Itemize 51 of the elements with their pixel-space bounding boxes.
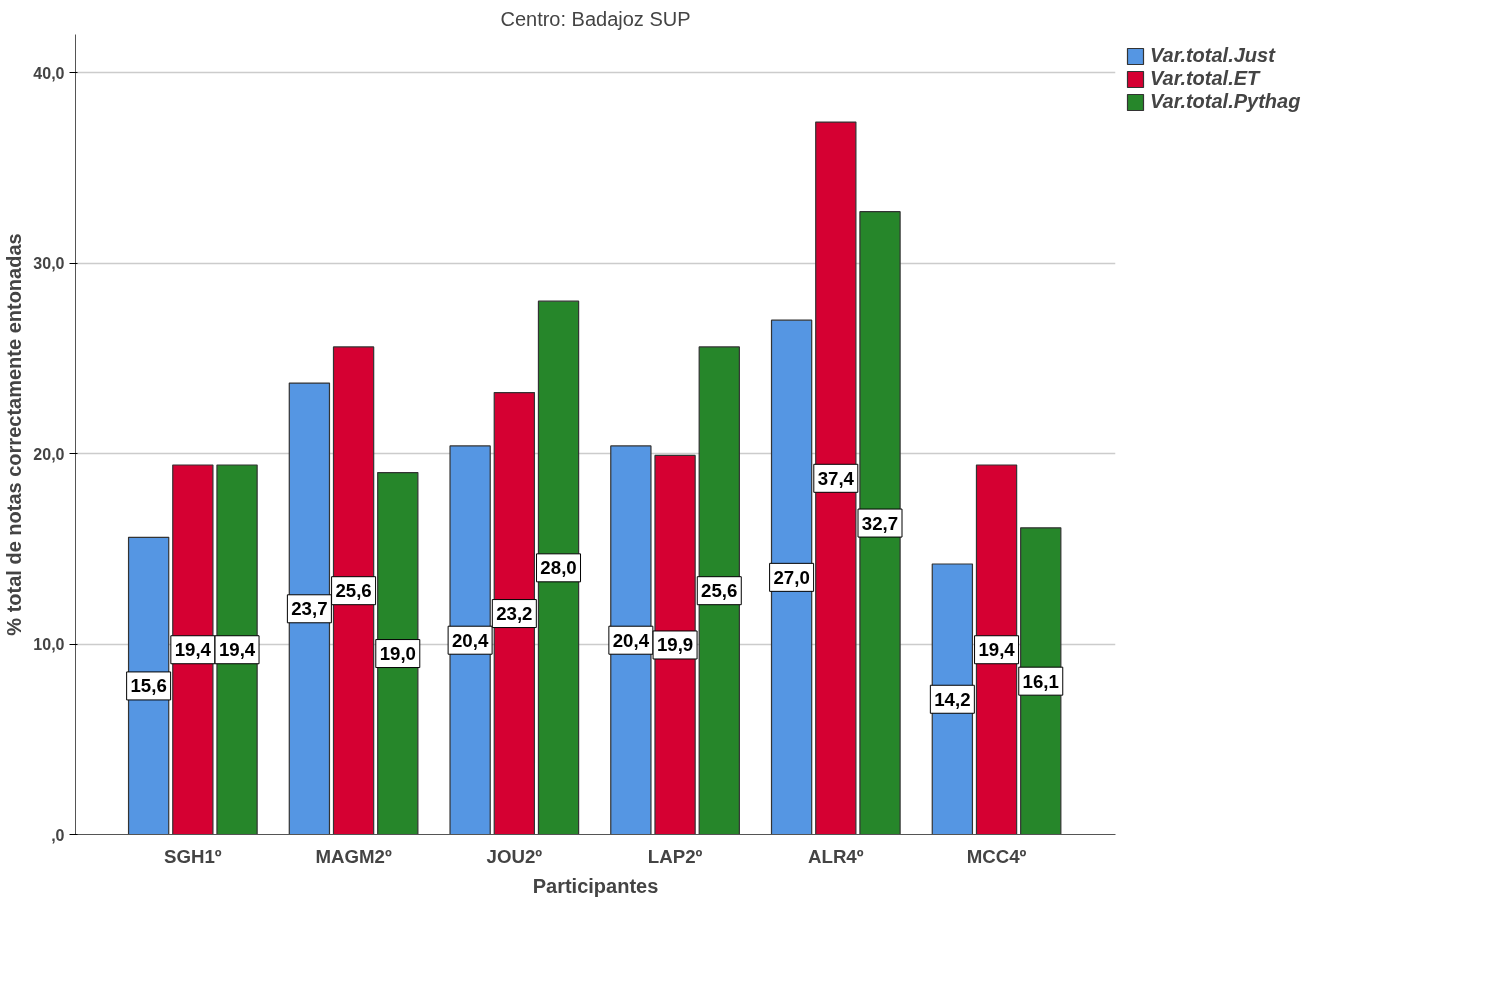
bar (216, 464, 258, 835)
y-axis-title: % total de notas correctamente entonadas (3, 233, 26, 636)
x-axis-title: Participantes (532, 874, 659, 897)
bar (698, 346, 740, 835)
bar (449, 445, 491, 835)
bar (537, 300, 580, 835)
data-label: 19,4 (978, 639, 1016, 661)
bar (288, 382, 331, 835)
y-tick-label: ,0 (51, 826, 65, 844)
data-label: 25,6 (701, 580, 738, 602)
x-tick-label: MCC4º (966, 845, 1027, 867)
data-label: 27,0 (773, 566, 810, 588)
data-label: 32,7 (861, 512, 899, 534)
data-label: 19,0 (379, 643, 416, 665)
bar (377, 472, 419, 835)
y-tick-label: 40,0 (33, 64, 65, 82)
bar (172, 464, 214, 835)
y-tick-label: 30,0 (33, 255, 65, 273)
data-label: 23,7 (291, 598, 328, 620)
bar (975, 464, 1018, 835)
bar (770, 319, 813, 835)
bar (859, 211, 901, 835)
y-tick-label: 20,0 (33, 445, 65, 463)
data-label: 20,4 (451, 629, 489, 651)
data-label: 19,4 (174, 639, 212, 661)
data-label: 23,2 (496, 603, 533, 625)
legend-label: Var.total.Pythag (1150, 90, 1301, 113)
data-label: 14,2 (934, 688, 971, 710)
bar (1020, 527, 1062, 835)
legend-label: Var.total.ET (1150, 67, 1260, 90)
bar (815, 121, 857, 835)
bar (493, 392, 536, 835)
y-tick-label: 10,0 (33, 636, 65, 654)
data-label: 19,4 (218, 639, 256, 661)
data-label: 15,6 (130, 675, 167, 697)
data-label: 19,9 (656, 634, 694, 656)
data-label: 28,0 (540, 557, 577, 579)
x-tick-label: LAP2º (647, 845, 703, 867)
bar (610, 445, 652, 835)
x-tick-label: ALR4º (808, 845, 864, 867)
x-tick-label: JOU2º (486, 845, 543, 867)
data-label: 20,4 (612, 629, 650, 651)
x-tick-label: MAGM2º (315, 845, 392, 867)
data-label: 25,6 (335, 580, 372, 602)
x-tick-label: SGH1º (164, 845, 222, 867)
data-label: 37,4 (817, 467, 855, 489)
bar (332, 346, 375, 835)
legend-label: Var.total.Just (1150, 44, 1275, 67)
data-label: 16,1 (1022, 670, 1059, 692)
bar (654, 454, 696, 835)
chart-title: Centro: Badajoz SUP (500, 7, 691, 30)
